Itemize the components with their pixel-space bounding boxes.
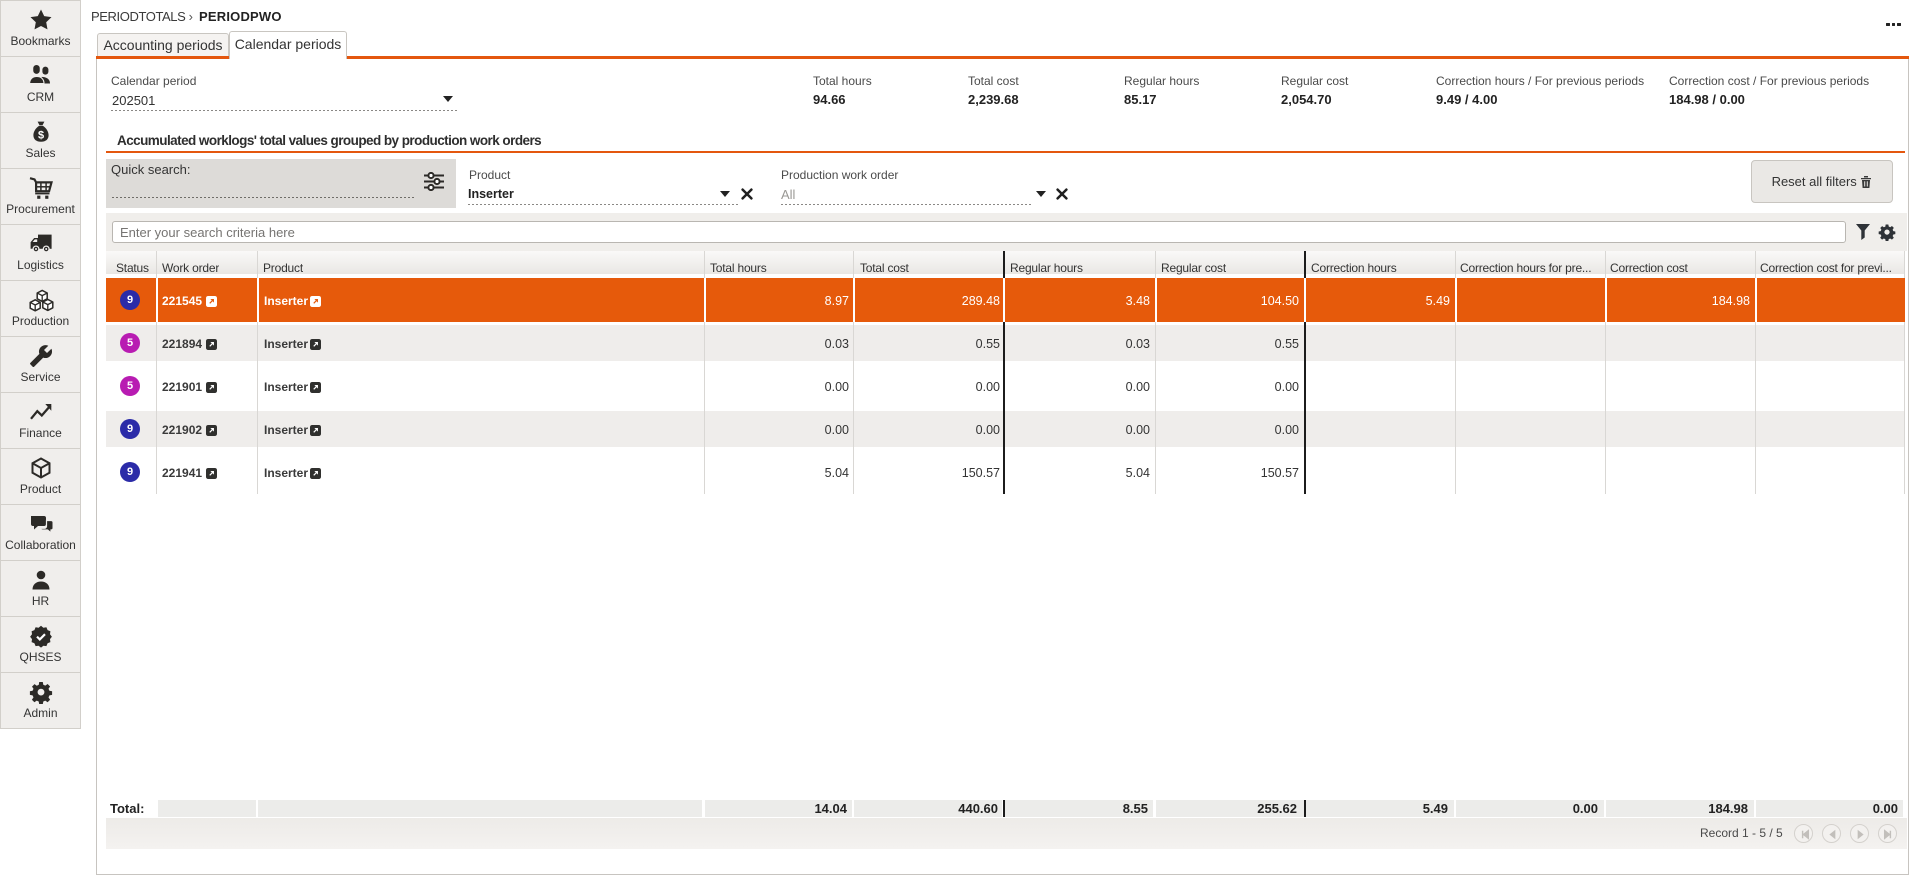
svg-text:$: $ <box>37 130 43 142</box>
